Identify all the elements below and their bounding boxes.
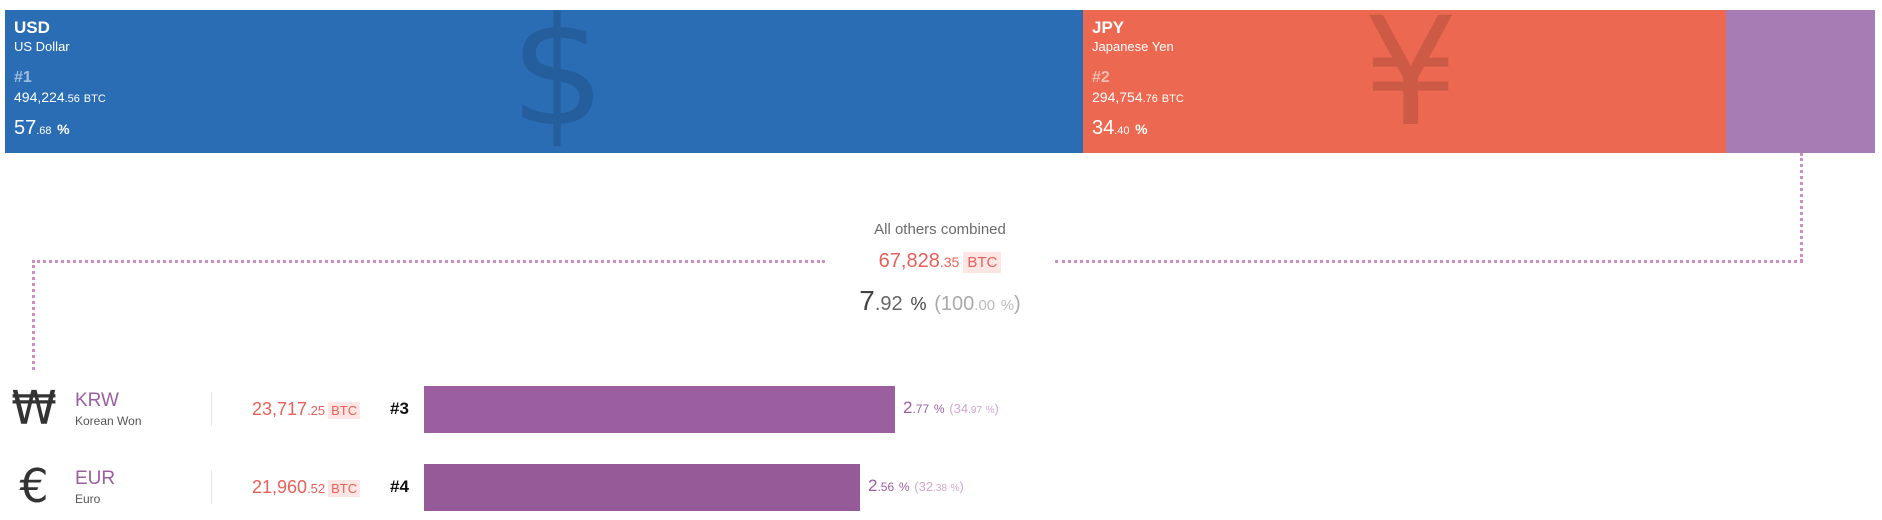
row-btc: 23,717.25 BTC <box>252 397 361 423</box>
segment-pct: 34.40 % <box>1092 116 1184 143</box>
others-btc: 67,828.35 BTC <box>879 248 1002 276</box>
segment-rank: #1 <box>14 69 32 86</box>
pct-dec: .68 <box>36 125 52 137</box>
btc-int: 67,828 <box>878 250 940 272</box>
others-label: All others combined <box>874 221 1006 238</box>
row-divider <box>211 470 212 504</box>
btc-int: 21,960 <box>252 477 308 497</box>
segment-usd[interactable]: $ USD US Dollar #1 494,224.56 BTC 57.68 … <box>5 10 1083 153</box>
btc-unit-badge: BTC <box>328 402 361 419</box>
pct-unit: % <box>1135 121 1148 137</box>
pct-unit: % <box>933 402 945 416</box>
segment-btc: 494,224.56 BTC <box>14 88 106 108</box>
total-unit: % <box>1000 297 1015 314</box>
row-code: KRW <box>75 390 119 411</box>
row-pct-eur: 2.56 % (32.38 %) <box>868 475 964 500</box>
btc-unit: BTC <box>83 93 106 105</box>
row-share: (32.38 %) <box>914 479 964 494</box>
row-code: EUR <box>75 468 116 489</box>
segment-btc: 294,754.76 BTC <box>1092 88 1184 108</box>
connector-line <box>32 260 825 263</box>
btc-unit: BTC <box>1161 93 1184 105</box>
connector-line <box>1800 153 1803 262</box>
segment-code: USD <box>14 18 50 37</box>
pct-dec: .56 <box>877 480 895 494</box>
row-rank: #3 <box>390 399 409 418</box>
row-bar-krw <box>424 386 895 433</box>
others-total-pct: (100.00 %) <box>934 293 1021 315</box>
btc-int: 23,717 <box>252 399 308 419</box>
pct-dec: .77 <box>912 402 930 416</box>
row-share: (34.97 %) <box>949 401 999 416</box>
row-divider <box>211 392 212 426</box>
currency-row-eur[interactable]: € EUR Euro 21,960.52 BTC #4 2.56 % (32.38… <box>0 459 1882 513</box>
segment-pct: 57.68 % <box>14 116 106 143</box>
row-name: Euro <box>75 492 101 506</box>
btc-dec: .56 <box>64 93 80 105</box>
btc-dec: .25 <box>307 403 326 418</box>
row-rank: #4 <box>390 477 409 496</box>
connector-line <box>1055 260 1803 263</box>
pct-int: 2 <box>868 476 878 495</box>
pct-dec: .92 <box>874 293 903 315</box>
row-bar-eur <box>424 464 860 511</box>
share-int: 32 <box>918 479 934 494</box>
euro-icon: € <box>19 459 49 513</box>
row-pct-krw: 2.77 % (34.97 %) <box>903 397 999 422</box>
segment-name: US Dollar <box>14 39 70 54</box>
segment-jpy-text: JPY Japanese Yen #2 294,754.76 BTC 34.40… <box>1092 18 1184 143</box>
btc-dec: .35 <box>939 254 960 270</box>
pct-unit: % <box>57 121 70 137</box>
share-dec: .97 <box>968 405 983 416</box>
others-pct: 7.92 % (100.00 %) <box>740 284 1140 323</box>
connector-line <box>32 260 35 370</box>
btc-unit-badge: BTC <box>328 480 361 497</box>
total-int: 100 <box>940 293 975 315</box>
total-dec: .00 <box>974 297 996 314</box>
btc-dec: .76 <box>1142 93 1158 105</box>
currency-row-krw[interactable]: ₩ KRW Korean Won 23,717.25 BTC #3 2.77 % … <box>0 381 1882 435</box>
row-name: Korean Won <box>75 414 142 428</box>
share-int: 34 <box>953 401 969 416</box>
segment-usd-text: USD US Dollar #1 494,224.56 BTC 57.68 % <box>14 18 106 143</box>
pct-unit: % <box>910 294 927 314</box>
pct-dec: .40 <box>1114 125 1130 137</box>
segment-name: Japanese Yen <box>1092 39 1174 54</box>
yen-icon: ¥ <box>1363 10 1459 153</box>
btc-int: 294,754 <box>1092 89 1143 105</box>
segment-others[interactable] <box>1726 10 1875 153</box>
btc-unit-badge: BTC <box>963 252 1002 273</box>
pct-int: 7 <box>859 285 875 316</box>
won-icon: ₩ <box>11 381 57 435</box>
segment-rank: #2 <box>1092 69 1110 86</box>
top-stacked-bar: $ USD US Dollar #1 494,224.56 BTC 57.68 … <box>5 10 1875 153</box>
segment-code: JPY <box>1092 18 1125 37</box>
pct-int: 57 <box>14 117 37 139</box>
dollar-icon: $ <box>510 10 606 153</box>
pct-int: 34 <box>1092 117 1115 139</box>
share-dec: .38 <box>933 483 948 494</box>
share-unit: % <box>950 483 960 494</box>
share-unit: % <box>985 405 995 416</box>
btc-int: 494,224 <box>14 89 65 105</box>
row-btc: 21,960.52 BTC <box>252 475 361 501</box>
others-summary: All others combined 67,828.35 BTC 7.92 % … <box>740 220 1140 323</box>
pct-unit: % <box>898 480 910 494</box>
segment-jpy[interactable]: ¥ JPY Japanese Yen #2 294,754.76 BTC 34.… <box>1083 10 1726 153</box>
btc-dec: .52 <box>307 481 326 496</box>
pct-int: 2 <box>903 398 913 417</box>
